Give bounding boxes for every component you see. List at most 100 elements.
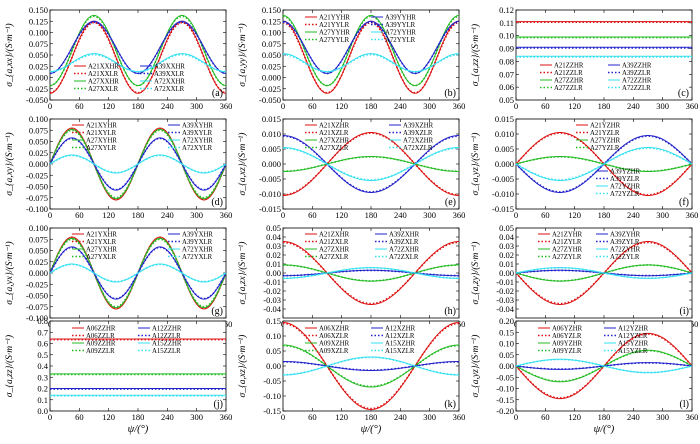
y-tick-label: -0.100 — [26, 204, 48, 214]
y-tick-label: 0.5 — [37, 350, 48, 360]
x-tick-label: 120 — [102, 101, 115, 111]
legend-label: A39ZYHR — [610, 232, 641, 239]
y-tick-label: -0.010 — [259, 189, 281, 199]
y-tick-label: -0.015 — [259, 204, 281, 214]
x-tick-label: 60 — [75, 412, 84, 422]
y-tick-label: 0.100 — [29, 223, 48, 233]
legend-label: A15YZHR — [618, 341, 649, 348]
series-line-A72XZLR — [283, 147, 459, 181]
legend-label: A12XZHR — [385, 326, 416, 333]
chart-panel-e: -0.015 -0.010 -0.005 0.000 0.005 0.010 0.015 0 6… — [237, 114, 465, 220]
legend-label: A72YYLR — [385, 37, 416, 44]
series-line-A21ZXLR — [283, 241, 459, 305]
x-tick-label: 360 — [453, 412, 466, 422]
legend-label: A09XZLR — [319, 348, 349, 355]
series-line-A72YXLR — [49, 263, 227, 283]
legend-label: A39YZLR — [610, 176, 640, 183]
plot-frame — [515, 9, 693, 101]
x-tick-label: 60 — [541, 412, 550, 422]
legend-label: A27YZLR — [590, 145, 620, 152]
legend-label: A15ZZHR — [152, 341, 182, 348]
y-tick-label: 0.7 — [37, 327, 48, 337]
legend-label: A27XZLR — [319, 145, 349, 152]
legend-label: A27XYLR — [86, 145, 117, 152]
y-tick-label: 0.3 — [37, 372, 48, 382]
legend-label: A06XZHR — [319, 326, 350, 333]
legend-label: A72ZYLR — [610, 254, 640, 261]
panel-label: (k) — [444, 399, 456, 410]
legend-label: A21YZLR — [590, 130, 620, 137]
y-tick-label: 0.05 — [499, 95, 514, 105]
chart-panel-c: 0.05 0.06 0.07 0.08 0.09 0.10 0.11 0.12 0 60 120 18… — [470, 5, 698, 111]
x-tick-label: 300 — [423, 210, 436, 220]
legend-label: A39XZLR — [403, 130, 433, 137]
y-tick-label: -0.075 — [26, 193, 48, 203]
y-tick-label: 0.10 — [499, 339, 514, 349]
series-line-A09YZLR — [515, 349, 693, 383]
y-tick-label: 0.050 — [29, 137, 48, 147]
y-tick-label: 0.2 — [37, 384, 48, 394]
x-tick-label: 60 — [75, 101, 84, 111]
series-line-A12XZLR — [283, 361, 459, 371]
x-tick-label: 120 — [568, 210, 581, 220]
legend-label: A06ZZLR — [86, 333, 115, 340]
y-tick-label: -0.10 — [496, 384, 514, 394]
legend-label: A21ZZLR — [554, 70, 583, 77]
x-tick-label: 120 — [102, 412, 115, 422]
x-tick-label: 180 — [132, 412, 145, 422]
y-tick-label: 0.075 — [29, 39, 48, 49]
x-tick-label: 0 — [514, 101, 518, 111]
y-tick-label: 0.01 — [499, 259, 514, 269]
legend-label: A09ZZHR — [86, 341, 116, 348]
series-line-A72YYLR — [282, 53, 460, 73]
y-tick-label: 0.10 — [499, 31, 514, 41]
y-tick-label: -0.03 — [263, 295, 281, 305]
y-tick-label: 0.8 — [37, 316, 48, 326]
y-tick-label: -0.015 — [492, 204, 514, 214]
x-tick-label: 120 — [335, 412, 348, 422]
x-tick-label: 240 — [161, 101, 174, 111]
y-tick-label: 0.00 — [266, 268, 281, 278]
x-tick-label: 0 — [281, 210, 285, 220]
x-tick-label: 300 — [190, 412, 203, 422]
y-tick-label: 0.015 — [262, 114, 281, 124]
series-line-A39ZXLR — [283, 269, 459, 277]
x-tick-label: 240 — [627, 210, 640, 220]
legend-label: A12XZLR — [385, 333, 415, 340]
legend-label: A12YZHR — [618, 326, 649, 333]
legend-label: A72ZXHR — [389, 247, 420, 254]
y-tick-label: 0.12 — [499, 5, 514, 15]
legend-label: A39XXHR — [154, 64, 185, 71]
legend-label: A21YYLR — [319, 22, 350, 29]
y-tick-label: 0.6 — [37, 339, 48, 349]
legend-label: A39YYHR — [385, 15, 416, 22]
y-tick-label: -0.100 — [26, 313, 48, 323]
x-tick-label: 300 — [423, 412, 436, 422]
y-tick-label: -0.050 — [26, 182, 48, 192]
series-line-A21XZHR — [283, 132, 459, 196]
x-tick-label: 60 — [308, 412, 317, 422]
legend-label: A21ZXHR — [319, 232, 350, 239]
series-line-A72YZLR — [515, 147, 693, 181]
y-axis-label: σ_{a,zz}/(S·m⁻¹) — [470, 24, 481, 86]
legend-label: A72YZHR — [610, 184, 641, 191]
chart-panel-i: -0.04-0.03-0.02-0.010.000.010.020.030.04… — [470, 223, 698, 329]
panel-label: (h) — [444, 306, 456, 317]
y-axis-label: σ_{a,zx}/(S·m⁻¹) — [237, 242, 248, 305]
y-tick-label: 0.050 — [29, 50, 48, 60]
legend-label: A72ZXLR — [389, 254, 419, 261]
y-tick-label: 0.010 — [262, 129, 281, 139]
series-line-A72XYLR — [49, 154, 227, 174]
y-tick-label: -0.05 — [263, 376, 281, 386]
legend-label: A12YZLR — [618, 333, 648, 340]
legend-label: A27ZYHR — [552, 247, 583, 254]
y-tick-label: -0.050 — [26, 291, 48, 301]
y-tick-label: -0.15 — [496, 395, 514, 405]
legend-label: A21ZYLR — [552, 239, 582, 246]
x-tick-label: 180 — [365, 412, 378, 422]
series-line-A72XXLR — [49, 53, 227, 73]
x-tick-label: 180 — [598, 101, 611, 111]
y-tick-label: 0.000 — [29, 268, 48, 278]
x-tick-label: 0 — [48, 101, 52, 111]
x-axis-label: ψ/(°) — [594, 424, 615, 435]
